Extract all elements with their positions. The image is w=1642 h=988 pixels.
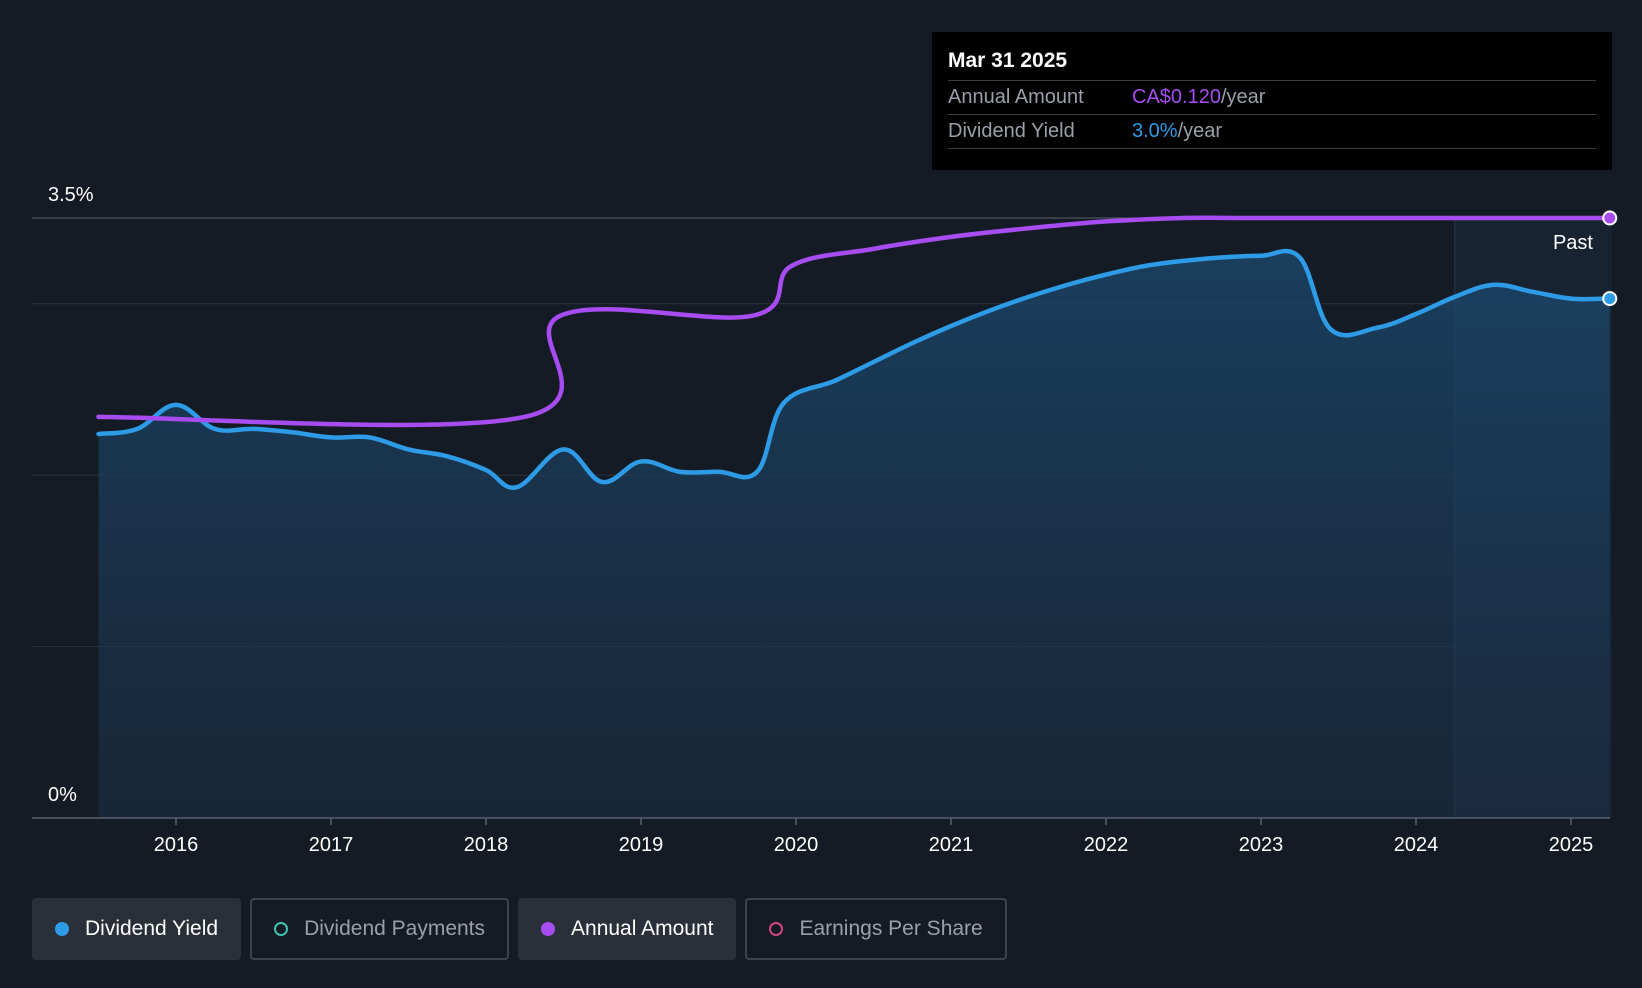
series-endpoint-dividend-yield[interactable] <box>1602 291 1618 307</box>
legend-dot-icon <box>769 922 784 936</box>
y-tick-label-top: 3.5% <box>48 184 94 206</box>
series-endpoint-annual-amount[interactable] <box>1602 210 1618 226</box>
tooltip-value: CA$0.120 <box>1132 86 1221 108</box>
x-tick-label: 2016 <box>154 834 199 856</box>
x-tick-label: 2021 <box>929 834 974 856</box>
x-tick-label: 2020 <box>774 834 819 856</box>
series-line-annual-amount <box>96 215 1612 428</box>
y-tick-label-bottom: 0% <box>48 784 77 806</box>
legend-item-dividend-payments[interactable]: Dividend Payments <box>250 898 510 960</box>
legend-dot-icon <box>541 922 556 936</box>
x-tick-label: 2017 <box>309 834 354 856</box>
tooltip-date: Mar 31 2025 <box>948 46 1596 81</box>
legend-label: Dividend Yield <box>85 917 219 940</box>
tooltip-unit: /year <box>1220 86 1266 108</box>
past-label: Past <box>1553 232 1593 254</box>
legend-label: Earnings Per Share <box>799 917 983 940</box>
x-tick-label: 2019 <box>619 834 664 856</box>
tooltip-unit: /year <box>1177 120 1223 142</box>
legend: Dividend Yield Dividend Payments Annual … <box>32 898 1007 960</box>
tooltip-label: Annual Amount <box>948 86 1084 108</box>
legend-dot-icon <box>274 922 289 936</box>
tooltip-label: Dividend Yield <box>948 120 1075 142</box>
x-tick-label: 2024 <box>1394 834 1439 856</box>
x-tick-label: 2022 <box>1084 834 1129 856</box>
legend-dot-icon <box>55 922 69 936</box>
x-tick-label: 2023 <box>1239 834 1284 856</box>
x-tick-label: 2018 <box>464 834 509 856</box>
legend-label: Annual Amount <box>571 917 714 940</box>
legend-item-annual-amount[interactable]: Annual Amount <box>518 898 737 960</box>
tooltip-row-annual-amount: Annual Amount CA$0.120 /year <box>948 81 1596 115</box>
series-line-dividend-yield <box>96 248 1612 490</box>
hover-tooltip: Mar 31 2025 Annual Amount CA$0.120 /year… <box>932 32 1612 170</box>
series-area-dividend-yield <box>98 251 1610 818</box>
legend-item-earnings-per-share[interactable]: Earnings Per Share <box>745 898 1007 960</box>
tooltip-row-dividend-yield: Dividend Yield 3.0% /year <box>948 115 1596 149</box>
tooltip-value: 3.0% <box>1132 120 1178 142</box>
x-tick-label: 2025 <box>1549 834 1594 856</box>
legend-item-dividend-yield[interactable]: Dividend Yield <box>32 898 242 960</box>
legend-label: Dividend Payments <box>304 917 486 940</box>
